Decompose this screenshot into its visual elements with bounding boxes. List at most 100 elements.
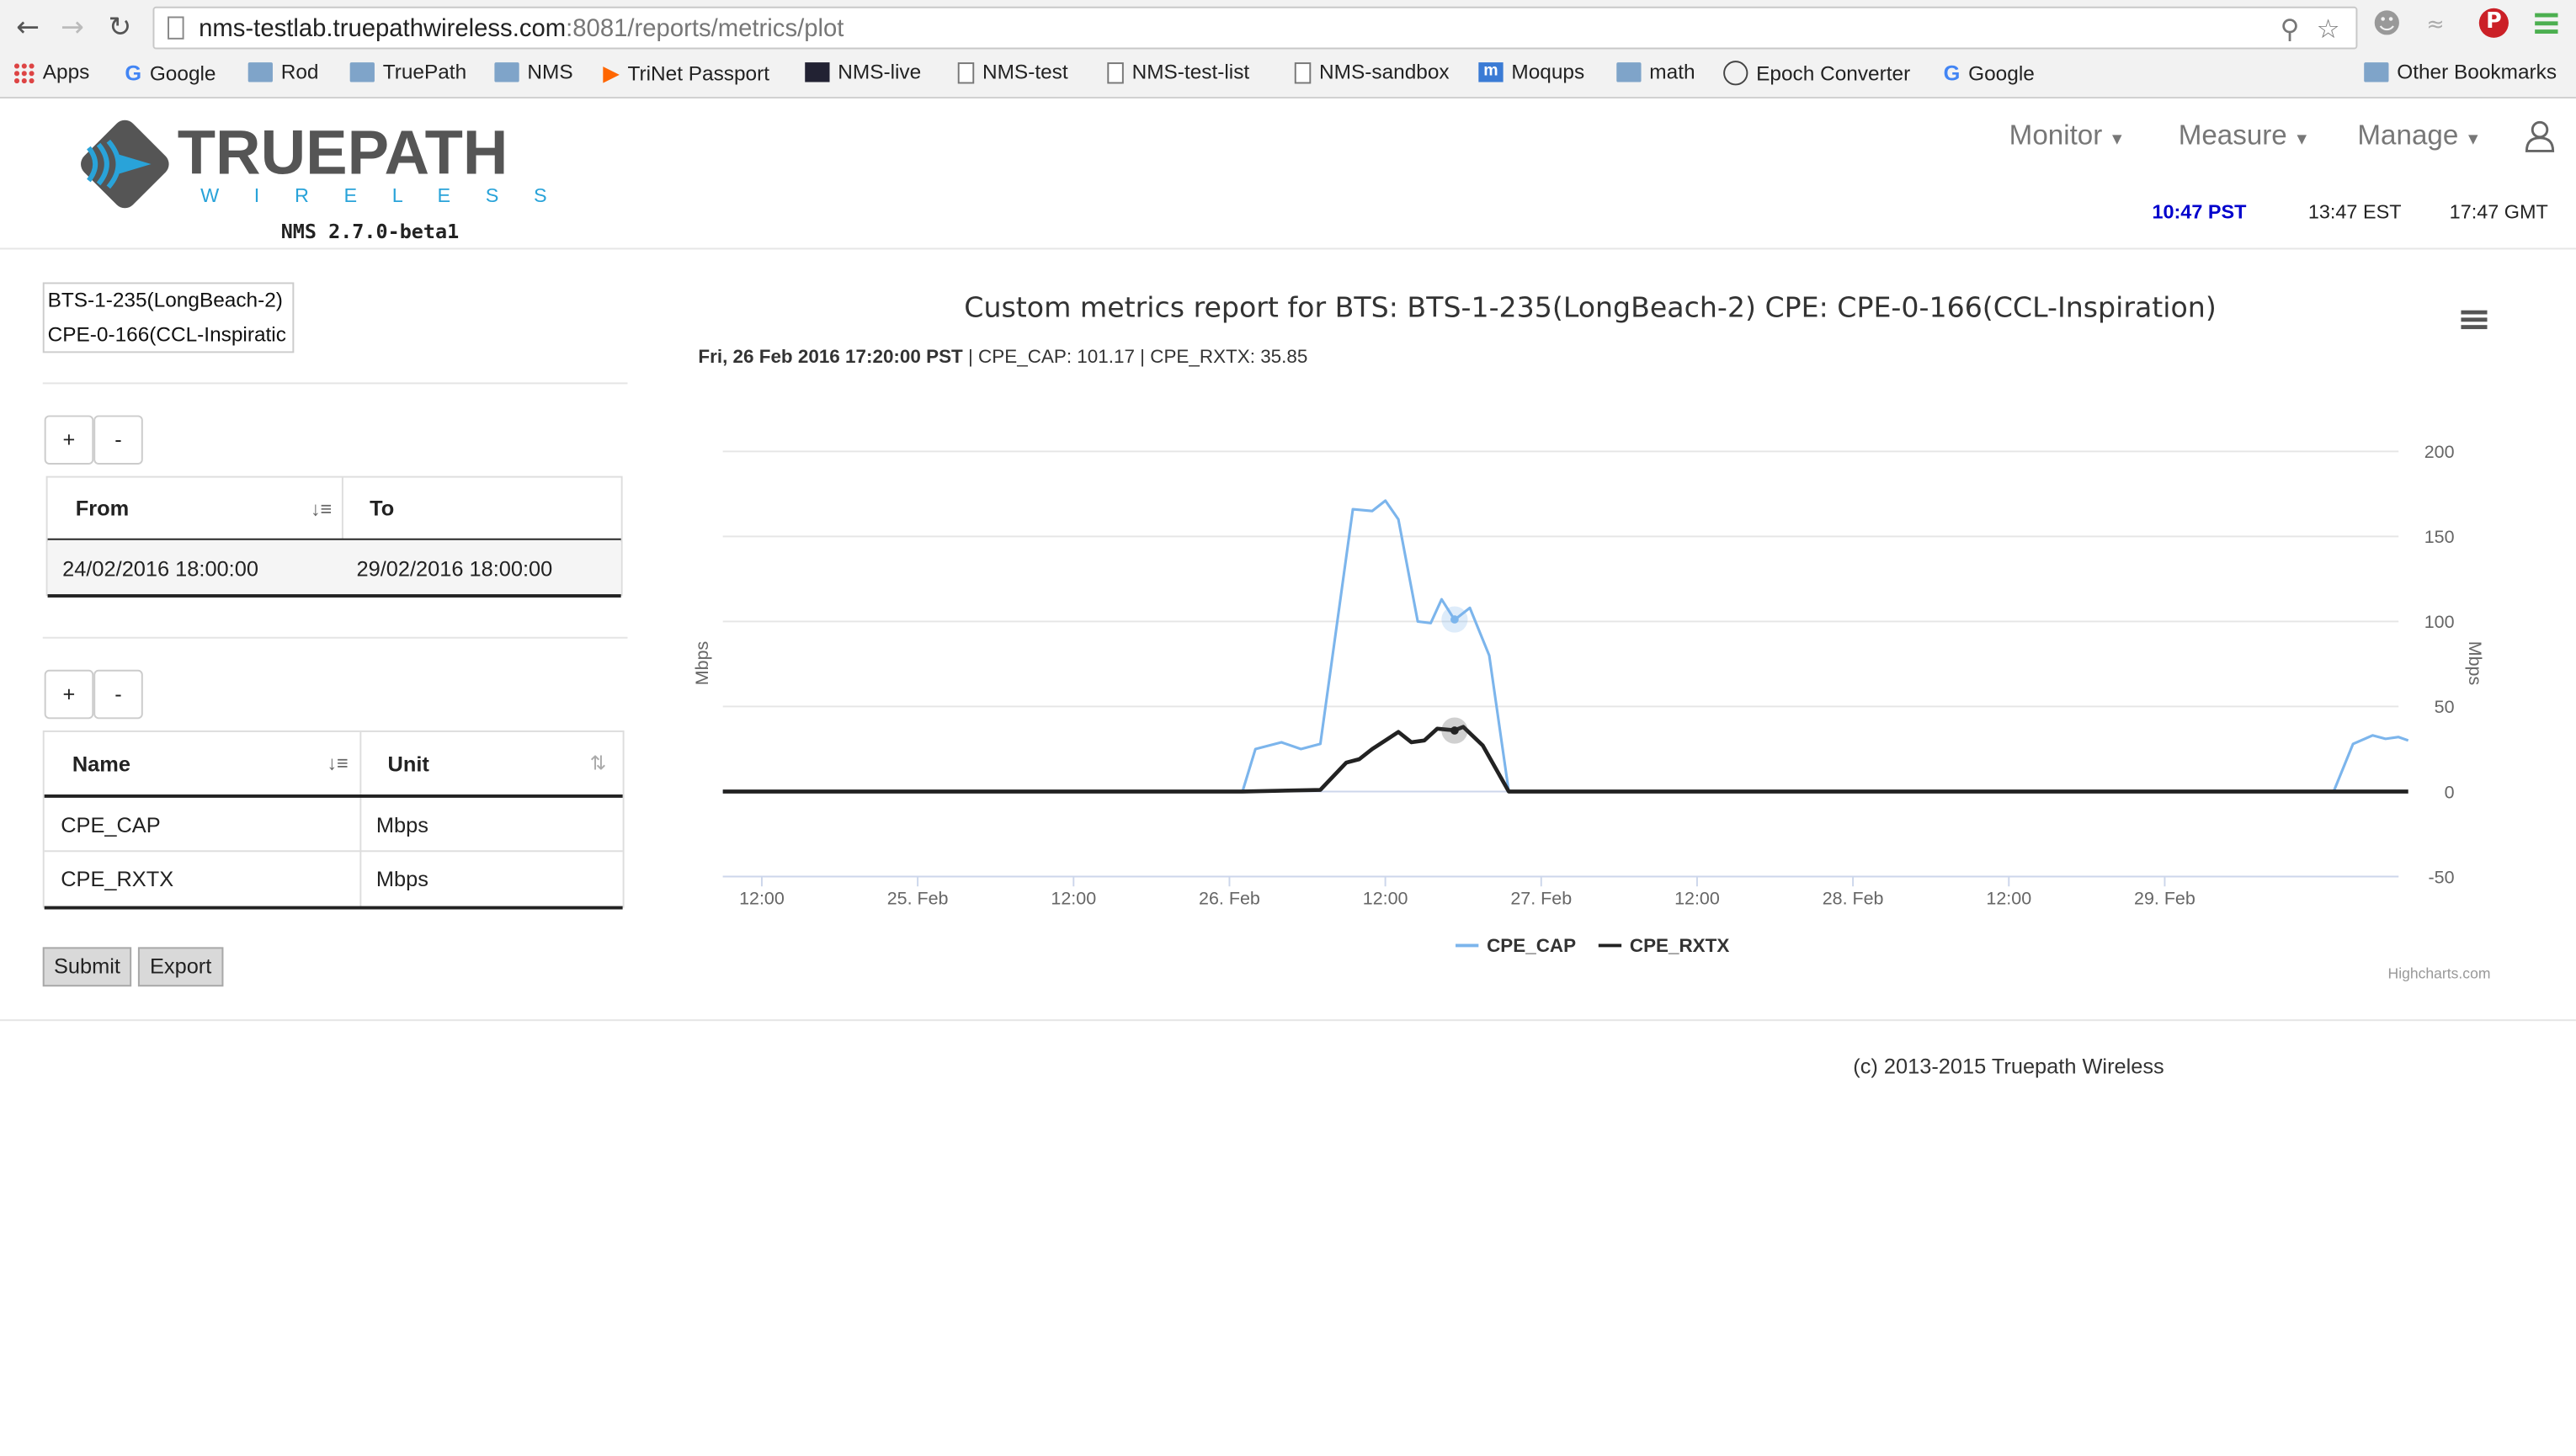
add-metric-button[interactable]: + — [44, 669, 94, 720]
footer-rule — [44, 906, 623, 909]
folder-icon — [494, 62, 519, 82]
apps-icon — [13, 61, 35, 83]
export-button[interactable]: Export — [137, 947, 224, 987]
logo-subtext: W I R E L E S S — [200, 184, 562, 206]
col-unit[interactable]: Unit — [387, 752, 429, 777]
highcharts-credits[interactable]: Highcharts.com — [2388, 964, 2491, 981]
col-divider — [359, 731, 362, 906]
x-tick-label: 27. Feb — [1510, 889, 1572, 909]
menu-manage[interactable]: Manage ▼ — [2357, 120, 2482, 151]
remove-range-button[interactable]: - — [93, 415, 143, 465]
range-to-cell[interactable]: 29/02/2016 18:00:00 — [356, 556, 553, 582]
metrics-chart: Custom metrics report for BTS: BTS-1-235… — [690, 282, 2531, 988]
submit-button[interactable]: Submit — [42, 947, 132, 987]
y-tick-label: 200 — [2424, 442, 2455, 462]
bookmark-nms-test[interactable]: NMS-test — [957, 61, 1068, 83]
y-axis-title-right: Mbps — [2465, 641, 2485, 685]
metric-name-cell[interactable]: CPE_RXTX — [61, 866, 174, 892]
folder-icon — [2364, 62, 2389, 82]
sort-desc-icon[interactable]: ↓≡ — [310, 497, 333, 521]
legend-item[interactable]: CPE_RXTX — [1630, 935, 1729, 956]
sort-desc-icon[interactable]: ↓≡ — [327, 752, 349, 775]
folder-icon — [1616, 62, 1642, 82]
user-icon[interactable] — [2524, 120, 2557, 152]
col-divider — [341, 477, 343, 595]
col-to[interactable]: To — [370, 496, 395, 521]
page-icon — [957, 61, 975, 83]
menu-measure[interactable]: Measure ▼ — [2178, 120, 2310, 151]
folder-icon — [349, 62, 375, 82]
clock-icon — [1723, 61, 1748, 86]
app-header: TRUEPATH W I R E L E S S NMS 2.7.0-beta1… — [0, 98, 2576, 250]
range-from-cell[interactable]: 24/02/2016 18:00:00 — [62, 556, 258, 582]
rss-extension-icon[interactable]: ≈ — [2426, 13, 2445, 38]
page-icon — [1294, 61, 1312, 83]
bookmark-math[interactable]: math — [1616, 61, 1695, 83]
x-tick-label: 12:00 — [1674, 889, 1720, 909]
col-from[interactable]: From — [75, 496, 130, 521]
menu-icon[interactable] — [2533, 10, 2559, 36]
bookmark-epoch[interactable]: Epoch Converter — [1723, 61, 1910, 86]
logo-text: TRUEPATH — [178, 118, 508, 188]
chart-menu-icon[interactable] — [2461, 309, 2488, 330]
bookmark-nms-live[interactable]: NMS-live — [805, 61, 921, 83]
menu-monitor[interactable]: Monitor ▼ — [2009, 120, 2126, 151]
series-line-cpe-cap — [722, 499, 2409, 794]
google-icon: G — [1943, 61, 1961, 86]
star-icon[interactable]: ☆ — [2316, 13, 2340, 45]
bookmark-apps[interactable]: Apps — [13, 61, 90, 83]
bookmark-other[interactable]: Other Bookmarks — [2364, 61, 2557, 83]
add-range-button[interactable]: + — [44, 415, 94, 465]
device-option-cpe[interactable]: CPE-0-166(CCL-Inspiratic — [47, 323, 286, 347]
address-bar[interactable]: nms-testlab.truepathwireless.com:8081/re… — [152, 6, 2358, 50]
metric-unit-cell[interactable]: Mbps — [375, 812, 428, 837]
y-tick-label: 100 — [2424, 612, 2455, 632]
divider — [42, 636, 628, 639]
page-icon — [168, 16, 184, 40]
y-tick-label: 50 — [2435, 697, 2455, 717]
pinterest-icon[interactable]: P — [2478, 8, 2509, 38]
back-icon[interactable]: ← — [16, 11, 40, 45]
bookmark-nms-sandbox[interactable]: NMS-sandbox — [1294, 61, 1450, 83]
page-icon — [1107, 61, 1124, 83]
browser-chrome: ← → ↻ nms-testlab.truepathwireless.com:8… — [0, 0, 2576, 99]
page: TRUEPATH W I R E L E S S NMS 2.7.0-beta1… — [0, 98, 2576, 1456]
folder-icon — [247, 62, 273, 82]
caret-down-icon: ▼ — [2293, 131, 2310, 150]
device-select[interactable]: BTS-1-235(LongBeach-2) CPE-0-166(CCL-Ins… — [42, 282, 295, 353]
trinet-icon: ▶ — [603, 61, 620, 86]
y-tick-label: 150 — [2424, 527, 2455, 547]
metric-unit-cell[interactable]: Mbps — [375, 866, 428, 892]
bookmark-truepath[interactable]: TruePath — [349, 61, 466, 83]
hover-point — [1450, 726, 1459, 735]
bookmark-google-2[interactable]: G Google — [1943, 61, 2035, 86]
alien-extension-icon[interactable]: ☻ — [2371, 8, 2402, 41]
x-tick-label: 12:00 — [1051, 889, 1096, 909]
remove-metric-button[interactable]: - — [93, 669, 143, 720]
tooltip-values: | CPE_CAP: 101.17 | CPE_RXTX: 35.85 — [962, 348, 1308, 368]
header-rule — [47, 538, 621, 541]
truepath-logo[interactable]: TRUEPATH W I R E L E S S — [72, 112, 598, 227]
divider — [42, 382, 628, 385]
device-option-bts[interactable]: BTS-1-235(LongBeach-2) — [47, 289, 283, 312]
bookmark-rod[interactable]: Rod — [247, 61, 318, 83]
col-name[interactable]: Name — [72, 752, 130, 777]
bookmark-trinet[interactable]: ▶ TriNet Passport — [603, 61, 770, 86]
y-axis-title: Mbps — [692, 641, 712, 685]
url-text[interactable]: nms-testlab.truepathwireless.com:8081/re… — [199, 14, 844, 43]
legend-item[interactable]: CPE_CAP — [1487, 935, 1576, 956]
table-row: 24/02/2016 18:00:00 29/02/2016 18:00:00 — [47, 539, 621, 595]
reload-icon[interactable]: ↻ — [108, 11, 132, 45]
metric-name-cell[interactable]: CPE_CAP — [61, 812, 161, 837]
forward-icon[interactable]: → — [60, 11, 84, 45]
sort-both-icon[interactable]: ⇅ — [589, 752, 607, 775]
caret-down-icon: ▼ — [2465, 131, 2482, 150]
row-divider — [44, 850, 623, 853]
bookmark-google[interactable]: G Google — [125, 61, 216, 86]
bookmark-nms[interactable]: NMS — [494, 61, 573, 83]
series-line-cpe-rxtx — [722, 725, 2408, 794]
terminal-icon — [805, 62, 830, 82]
zoom-icon[interactable]: ⚲ — [2280, 13, 2300, 45]
bookmark-moqups[interactable]: m Moqups — [1478, 61, 1584, 83]
bookmark-nms-test-list[interactable]: NMS-test-list — [1107, 61, 1249, 83]
